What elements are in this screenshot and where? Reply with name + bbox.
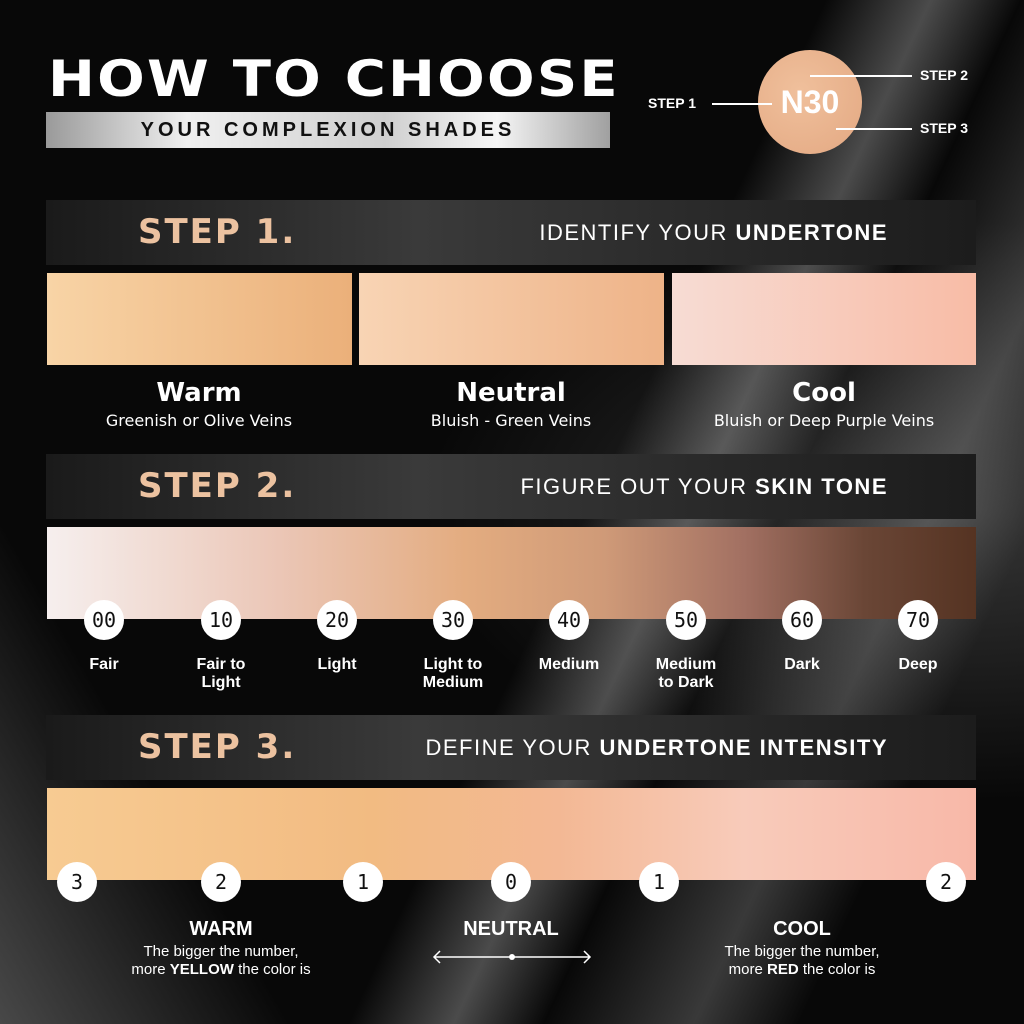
warm-desc: Greenish or Olive Veins [105, 411, 293, 430]
tone-number-badge: 10 [201, 600, 241, 640]
tone-label-line2: Medium [422, 674, 484, 691]
tone-label-line1: Medium [655, 656, 717, 673]
intensity-number-badge: 2 [201, 862, 241, 902]
neutral-desc: Bluish - Green Veins [430, 411, 592, 430]
page-title: HOW TO CHOOSE [48, 50, 620, 108]
step3-label: STEP 3. [138, 727, 297, 767]
warm-line2: more YELLOW the color is [91, 961, 351, 978]
tone-label-line1: Fair [89, 656, 119, 673]
warm-heading: WARM [189, 918, 253, 940]
tone-label-line1: Medium [538, 656, 600, 673]
tone-label-line1: Light to [423, 656, 483, 673]
step3-banner: STEP 3. DEFINE YOUR UNDERTONE INTENSITY [46, 715, 976, 780]
arrow-left-icon [712, 103, 772, 105]
cool-pre: more [728, 961, 767, 978]
warm-emphasis: YELLOW [169, 961, 234, 978]
tone-label-line1: Light [317, 656, 357, 673]
step1-callout: STEP 1 [648, 95, 696, 111]
intensity-number-badge: 3 [57, 862, 97, 902]
neutral-heading: NEUTRAL [463, 918, 559, 940]
tone-label-line1: Fair to [196, 656, 246, 673]
cool-line2: more RED the color is [672, 961, 932, 978]
step1-banner: STEP 1. IDENTIFY YOUR UNDERTONE [46, 200, 976, 265]
cool-title: Cool [792, 378, 856, 408]
step1-text-bold: UNDERTONE [735, 220, 888, 245]
cool-post: the color is [798, 961, 876, 978]
step2-callout: STEP 2 [920, 67, 968, 83]
tone-number-badge: 30 [433, 600, 473, 640]
intensity-number-badge: 1 [343, 862, 383, 902]
tone-label: Fair to Light [166, 656, 276, 692]
tone-label: Medium to Dark [631, 656, 741, 692]
intensity-number-badge: 2 [926, 862, 966, 902]
step2-label: STEP 2. [138, 466, 297, 506]
neutral-swatch [359, 273, 664, 365]
step1-text: IDENTIFY YOUR UNDERTONE [539, 220, 888, 246]
warm-title: Warm [156, 378, 242, 408]
step3-text: DEFINE YOUR UNDERTONE INTENSITY [425, 735, 888, 761]
warm-swatch [47, 273, 352, 365]
warm-line1: The bigger the number, [143, 943, 299, 960]
step2-text-bold: SKIN TONE [755, 474, 888, 499]
double-arrow-icon [432, 950, 592, 964]
intensity-number-badge: 1 [639, 862, 679, 902]
tone-label-line2: Light [201, 674, 241, 691]
tone-number-badge: 70 [898, 600, 938, 640]
tone-number-badge: 20 [317, 600, 357, 640]
tone-label-line1: Dark [784, 656, 820, 673]
tone-number-badge: 60 [782, 600, 822, 640]
cool-desc: Bluish or Deep Purple Veins [713, 411, 935, 430]
tone-number-badge: 00 [84, 600, 124, 640]
cool-swatch [672, 273, 976, 365]
shade-code: N30 [780, 84, 840, 120]
step3-callout: STEP 3 [920, 120, 968, 136]
shade-example-swatch: N30 [758, 50, 862, 154]
cool-line1: The bigger the number, [724, 943, 880, 960]
tone-label: Medium [514, 656, 624, 674]
neutral-title: Neutral [456, 378, 566, 408]
step2-text-plain: FIGURE OUT YOUR [520, 474, 756, 499]
arrow-right-icon [836, 128, 912, 130]
tone-label: Dark [747, 656, 857, 674]
tone-number-badge: 50 [666, 600, 706, 640]
step2-text: FIGURE OUT YOUR SKIN TONE [520, 474, 888, 500]
tone-label: Light to Medium [398, 656, 508, 692]
tone-label-line1: Deep [898, 656, 938, 673]
tone-number-badge: 40 [549, 600, 589, 640]
warm-post: the color is [233, 961, 311, 978]
step1-text-plain: IDENTIFY YOUR [539, 220, 736, 245]
arrow-right-icon [810, 75, 912, 77]
step2-banner: STEP 2. FIGURE OUT YOUR SKIN TONE [46, 454, 976, 519]
warm-pre: more [131, 961, 170, 978]
step1-label: STEP 1. [138, 212, 297, 252]
tone-label: Light [282, 656, 392, 674]
tone-label: Fair [49, 656, 159, 674]
tone-label-line2: to Dark [658, 674, 714, 691]
cool-heading: COOL [773, 918, 831, 940]
skin-tone-gradient [47, 527, 976, 619]
subtitle-banner: YOUR COMPLEXION SHADES [46, 112, 610, 148]
intensity-number-badge: 0 [491, 862, 531, 902]
step3-text-plain: DEFINE YOUR [425, 735, 600, 760]
step3-text-bold: UNDERTONE INTENSITY [599, 735, 888, 760]
tone-label: Deep [863, 656, 973, 674]
cool-emphasis: RED [766, 961, 799, 978]
